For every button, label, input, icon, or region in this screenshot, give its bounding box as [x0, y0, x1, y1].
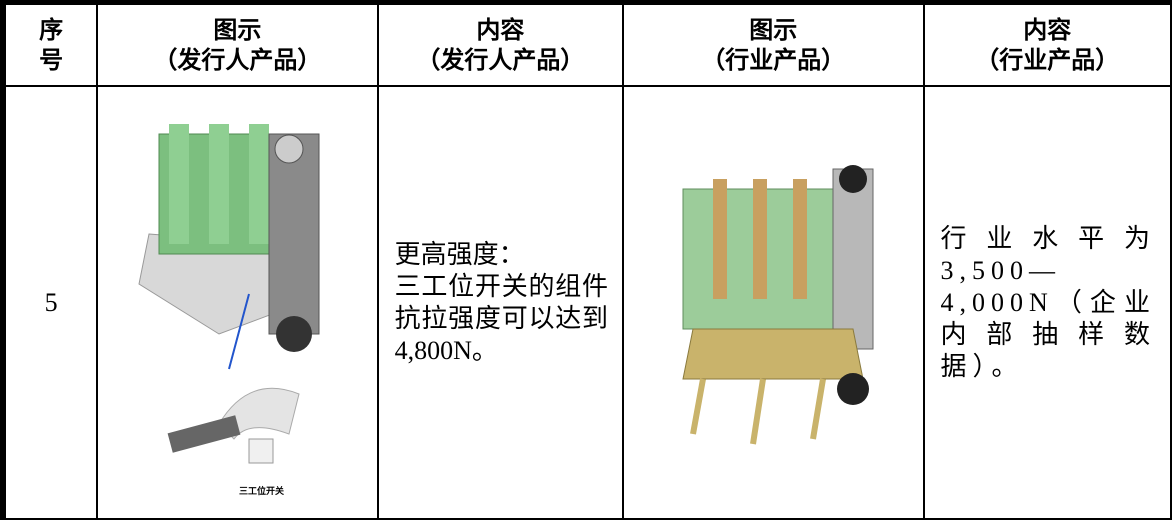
industry-product-image — [682, 164, 874, 444]
content-paragraph: 三工位开关的组件抗拉强度可以达到4,800N。 — [394, 271, 609, 365]
content-paragraph: 行业水平为3,500—4,000N（企业内部抽样数据）。 — [940, 223, 1156, 381]
header-cell: 内容 （行业产品） — [922, 1, 1172, 87]
issuer-image-cell: 三工位开关 — [96, 85, 379, 520]
header-line: 序 — [39, 16, 64, 44]
header-row: 序号 图示 （发行人产品） 内容 （发行人产品） 图示 （行业产品） 内容 （行业产品） — [1, 1, 1172, 87]
header-cell: 序号 — [1, 1, 99, 87]
header-cell: 图示 （行业产品） — [622, 1, 925, 87]
image-caption: 三工位开关 — [239, 485, 284, 497]
issuer-content-cell: 更高强度： 三工位开关的组件抗拉强度可以达到4,800N。 — [376, 85, 625, 520]
header-line: 图示 — [213, 16, 262, 44]
industry-image-cell — [622, 85, 925, 520]
header-line: （发行人产品） — [153, 46, 322, 74]
header-line: 号 — [39, 46, 64, 74]
header-line: 图示 — [749, 16, 798, 44]
header-line: 内容 — [476, 16, 525, 44]
header-cell: 图示 （发行人产品） — [96, 1, 379, 87]
header-line: （发行人产品） — [416, 46, 585, 74]
issuer-product-image: 三工位开关 — [138, 123, 320, 497]
header-line: （行业产品） — [975, 46, 1120, 74]
header-cell: 内容 （发行人产品） — [376, 1, 625, 87]
header-line: （行业产品） — [701, 46, 846, 74]
index-cell: 5 — [1, 85, 99, 520]
data-row: 5 三工位开关 更高强度： 三工位开关的组件抗拉强度可以达到4,800N。 — [1, 85, 1172, 520]
content-paragraph: 更高强度： — [394, 239, 525, 269]
industry-content-cell: 行业水平为3,500—4,000N（企业内部抽样数据）。 — [922, 85, 1172, 520]
header-line: 内容 — [1023, 16, 1072, 44]
